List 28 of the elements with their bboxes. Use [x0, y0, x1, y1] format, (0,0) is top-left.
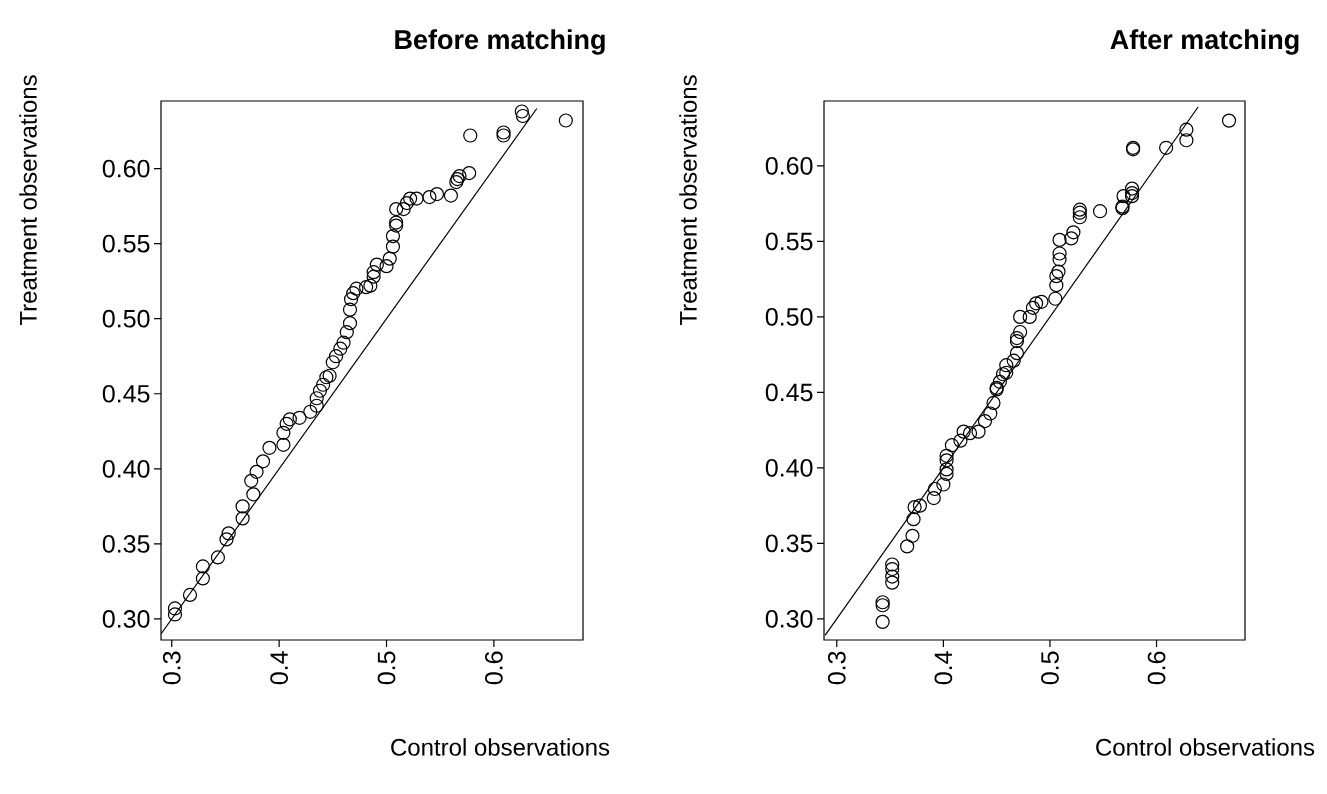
y-tick-label: 0.35	[765, 534, 813, 553]
y-tick-label: 0.30	[102, 610, 150, 628]
y-tick-label: 0.35	[102, 535, 150, 553]
x-axis-title: Control observations	[391, 738, 610, 756]
y-tick-label: 0.45	[765, 383, 813, 402]
y-tick-label: 0.55	[102, 234, 150, 253]
y-tick-label: 0.50	[765, 308, 813, 326]
chart-title: Before matching	[395, 29, 605, 55]
y-tick-label: 0.40	[102, 459, 150, 478]
y-tick-label: 0.60	[765, 157, 813, 175]
x-tick-label: 0.3	[827, 651, 846, 685]
x-tick-label: 0.6	[1147, 651, 1166, 685]
x-tick-label: 0.3	[162, 651, 181, 685]
x-tick-label: 0.4	[270, 651, 288, 685]
y-tick-label: 0.45	[102, 384, 150, 403]
y-tick-label: 0.30	[765, 610, 813, 628]
x-tick-label: 0.6	[485, 651, 503, 685]
y-axis-title: Treatment observations	[19, 75, 37, 326]
y-axis-title: Treatment observations	[679, 75, 697, 326]
x-tick-label: 0.5	[1041, 651, 1059, 685]
y-tick-label: 0.40	[765, 459, 813, 477]
y-tick-label: 0.60	[102, 159, 150, 178]
x-axis-title: Control observations	[1096, 738, 1315, 756]
x-tick-label: 0.5	[377, 651, 396, 685]
y-tick-label: 0.50	[102, 309, 150, 328]
x-tick-label: 0.4	[934, 651, 953, 685]
chart-title: After matching	[1110, 29, 1299, 55]
y-tick-label: 0.55	[765, 232, 813, 251]
